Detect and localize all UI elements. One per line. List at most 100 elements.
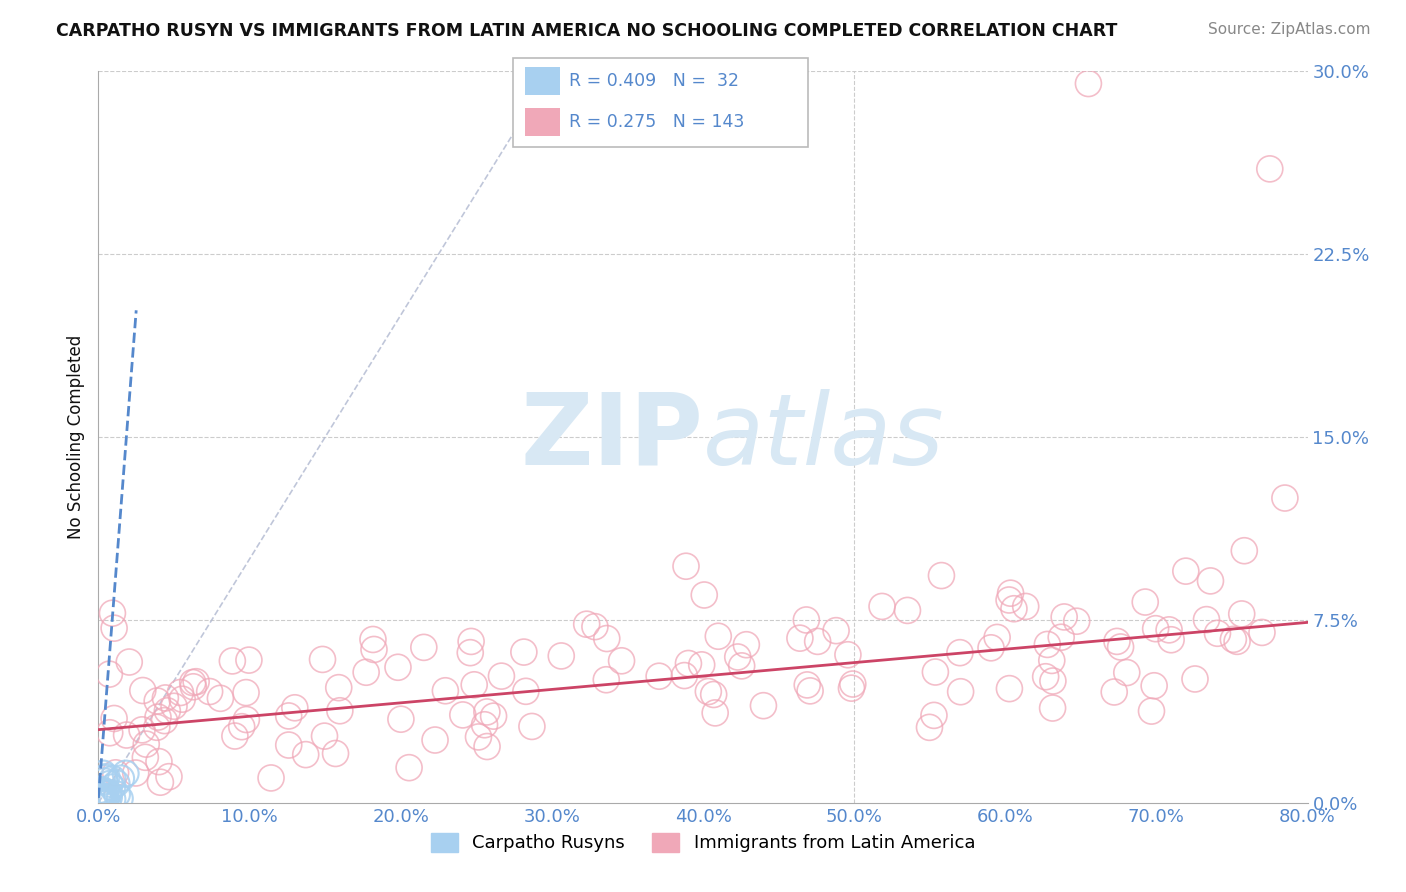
- Point: [91, 783, 114, 797]
- Point: [90, 784, 112, 798]
- Point: [91, 785, 114, 799]
- Point: [842, 677, 865, 691]
- Y-axis label: No Schooling Completed: No Schooling Completed: [66, 335, 84, 539]
- Point: [172, 692, 194, 706]
- Point: [354, 665, 377, 680]
- Point: [460, 634, 482, 648]
- Point: [837, 648, 859, 662]
- Point: [90, 789, 112, 804]
- Point: [727, 650, 749, 665]
- Point: [105, 776, 128, 790]
- Point: [115, 728, 138, 742]
- Point: [1144, 622, 1167, 636]
- Point: [458, 646, 481, 660]
- Point: [980, 640, 1002, 655]
- Point: [1143, 679, 1166, 693]
- Point: [998, 593, 1021, 607]
- Text: ZIP: ZIP: [520, 389, 703, 485]
- Point: [108, 791, 131, 805]
- Point: [799, 684, 821, 698]
- Point: [93, 789, 115, 804]
- Point: [1140, 704, 1163, 718]
- Point: [94, 791, 117, 805]
- Bar: [524, 108, 561, 136]
- Point: [1233, 543, 1256, 558]
- Point: [451, 707, 474, 722]
- Point: [896, 603, 918, 617]
- Point: [1174, 564, 1197, 578]
- Point: [91, 796, 114, 810]
- Point: [1036, 637, 1059, 651]
- Point: [105, 788, 128, 802]
- Point: [101, 792, 124, 806]
- Point: [949, 684, 972, 698]
- Point: [314, 729, 336, 743]
- Point: [1102, 685, 1125, 699]
- Point: [110, 772, 132, 786]
- Point: [491, 669, 513, 683]
- Point: [596, 632, 619, 646]
- Point: [156, 704, 179, 718]
- Point: [277, 738, 299, 752]
- Point: [98, 667, 121, 681]
- Point: [93, 786, 115, 800]
- Point: [434, 683, 457, 698]
- Point: [101, 606, 124, 620]
- Text: Source: ZipAtlas.com: Source: ZipAtlas.com: [1208, 22, 1371, 37]
- Point: [198, 684, 221, 698]
- Point: [870, 599, 893, 614]
- Point: [260, 771, 283, 785]
- Point: [93, 771, 115, 785]
- Point: [610, 654, 633, 668]
- Point: [149, 775, 172, 789]
- Point: [731, 658, 754, 673]
- Point: [132, 683, 155, 698]
- Point: [735, 638, 758, 652]
- Legend: Carpatho Rusyns, Immigrants from Latin America: Carpatho Rusyns, Immigrants from Latin A…: [423, 826, 983, 860]
- Point: [87, 791, 110, 805]
- Point: [186, 674, 208, 689]
- Point: [796, 613, 818, 627]
- Point: [387, 660, 409, 674]
- Point: [1109, 640, 1132, 654]
- Point: [789, 631, 811, 645]
- Point: [707, 629, 730, 643]
- Point: [224, 729, 246, 743]
- Point: [998, 681, 1021, 696]
- Point: [1274, 491, 1296, 505]
- Point: [595, 673, 617, 687]
- Point: [328, 681, 350, 695]
- Point: [103, 621, 125, 635]
- Point: [134, 750, 156, 764]
- Point: [101, 780, 124, 795]
- Point: [1042, 673, 1064, 688]
- Point: [98, 725, 121, 739]
- Point: [1050, 630, 1073, 644]
- Point: [104, 765, 127, 780]
- Point: [97, 787, 120, 801]
- Point: [235, 685, 257, 699]
- Point: [363, 642, 385, 657]
- Text: R = 0.409   N =  32: R = 0.409 N = 32: [569, 72, 740, 90]
- Point: [238, 653, 260, 667]
- Point: [697, 684, 720, 698]
- Point: [1251, 625, 1274, 640]
- Point: [475, 705, 498, 719]
- Point: [423, 733, 446, 747]
- Point: [931, 568, 953, 582]
- Point: [807, 634, 830, 648]
- Point: [1000, 586, 1022, 600]
- Point: [94, 786, 117, 800]
- Point: [398, 761, 420, 775]
- Point: [796, 678, 818, 692]
- Point: [131, 723, 153, 737]
- Point: [1115, 665, 1137, 680]
- Point: [1053, 610, 1076, 624]
- Point: [87, 789, 110, 804]
- Point: [146, 710, 169, 724]
- Point: [101, 772, 124, 786]
- Point: [94, 794, 117, 808]
- Point: [325, 747, 347, 761]
- Point: [169, 685, 191, 699]
- Point: [752, 698, 775, 713]
